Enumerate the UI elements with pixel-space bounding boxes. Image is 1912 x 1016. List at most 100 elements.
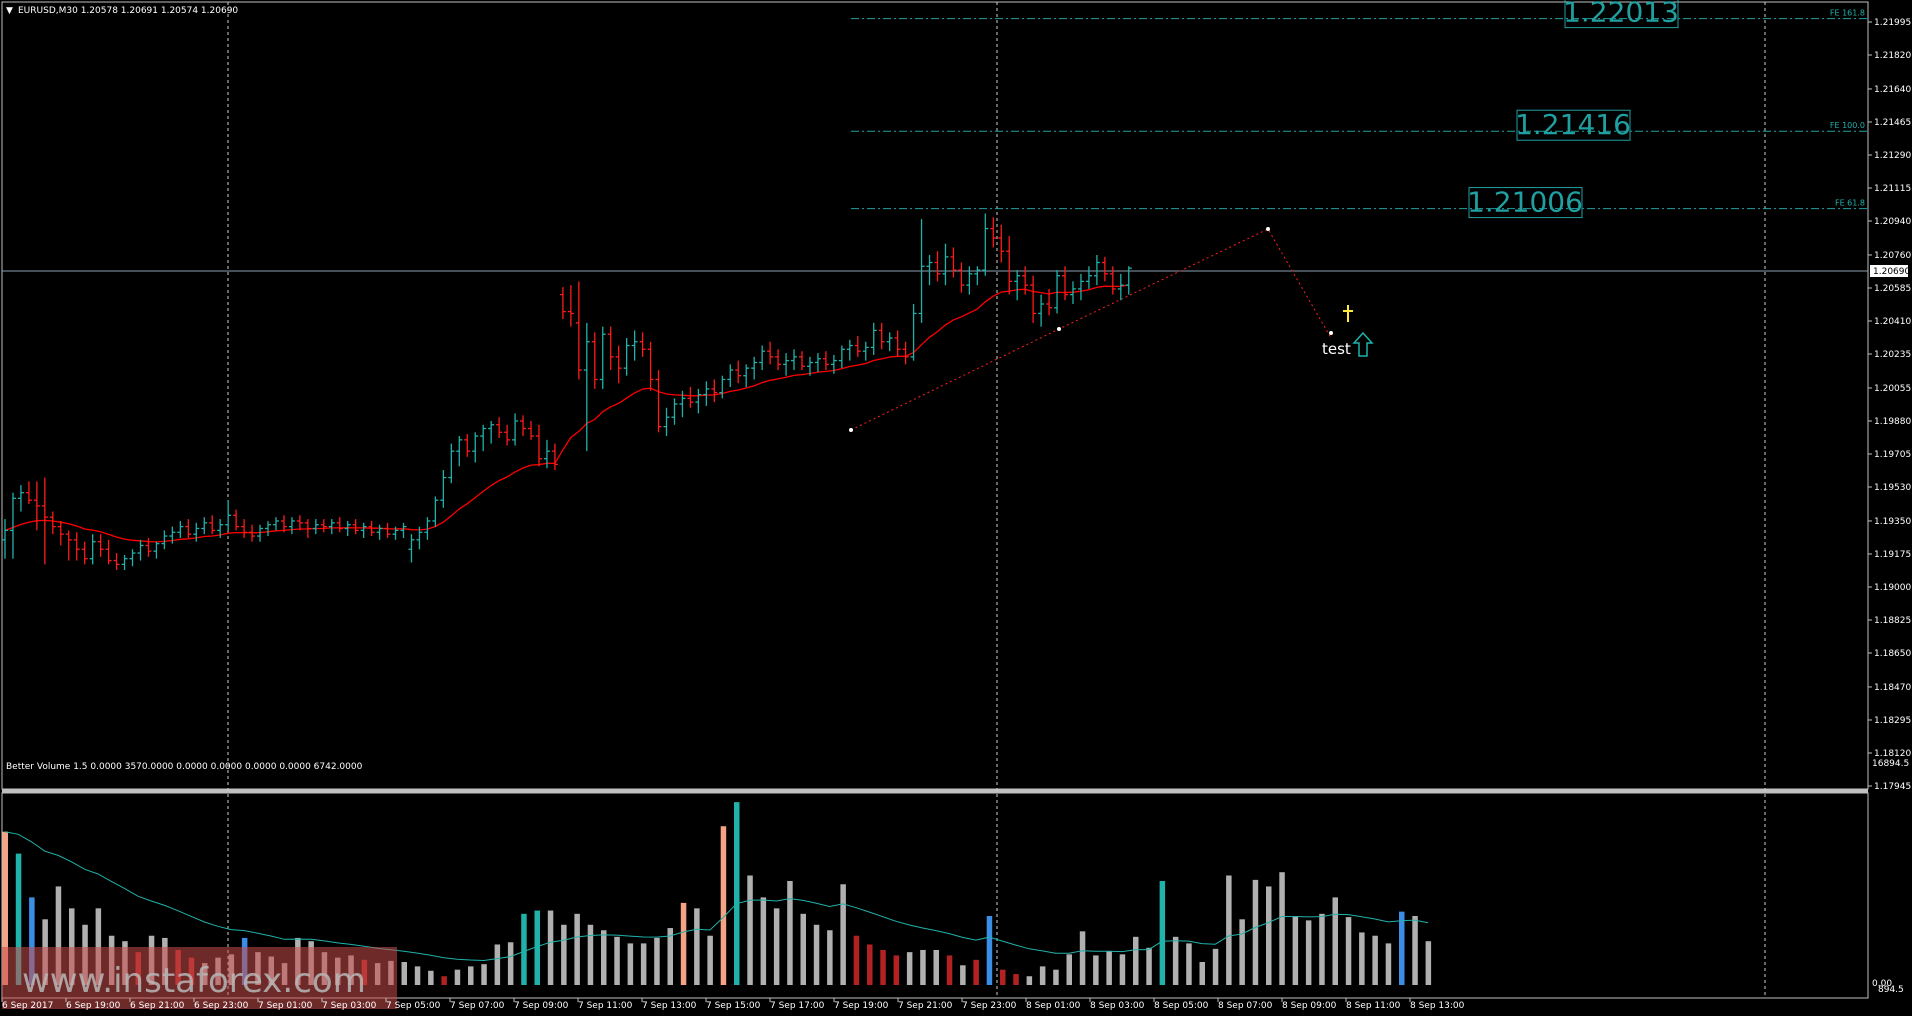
price-bar: [432, 496, 439, 527]
fibo-level-tag: FE 61.8: [1835, 199, 1865, 208]
price-bar: [472, 432, 479, 463]
fibo-expansion[interactable]: FE 161.8 1.22013 FE 100.0 1.21416 FE 61.8 1.2…: [851, 0, 1868, 219]
price-bar: [193, 522, 200, 542]
price-bar: [312, 519, 319, 535]
time-tick-label: 7 Sep 17:00: [770, 1001, 825, 1011]
price-bar: [647, 341, 654, 391]
price-bar: [990, 217, 997, 248]
price-bar: [288, 517, 295, 535]
time-tick-label: 6 Sep 19:00: [66, 1001, 121, 1011]
volume-bar: [640, 943, 647, 985]
volume-bar: [1226, 875, 1232, 985]
time-tick-label: 8 Sep 09:00: [1282, 1001, 1337, 1011]
price-tick-label: 1.17945: [1874, 782, 1911, 792]
price-bar: [822, 351, 829, 371]
price-bar: [344, 520, 351, 537]
volume-bar: [960, 965, 966, 985]
time-tick-label: 7 Sep 19:00: [834, 1001, 889, 1011]
volume-bar: [747, 875, 753, 985]
price-bar: [25, 481, 32, 504]
price-bar: [360, 522, 367, 538]
price-bar: [599, 326, 606, 389]
price-bar: [934, 251, 941, 282]
volume-bar: [1345, 917, 1352, 985]
price-bar: [328, 519, 335, 535]
price-bar: [528, 420, 535, 440]
price-tick-label: 1.18650: [1874, 649, 1911, 659]
volume-bar: [734, 802, 740, 985]
price-bar: [1054, 270, 1061, 314]
volume-bar: [853, 935, 860, 985]
price-bar: [1077, 273, 1084, 301]
price-tick-label: 1.19000: [1874, 583, 1911, 593]
volume-panel-frame: [1, 792, 1869, 999]
price-bar: [153, 541, 160, 559]
annotation-text[interactable]: test: [1322, 340, 1351, 358]
price-bar: [249, 524, 256, 542]
price-bar: [97, 534, 104, 557]
volume-axis-min-b: 894.5: [1878, 985, 1904, 995]
price-bar: [1038, 294, 1045, 327]
price-bar: [982, 213, 989, 276]
time-tick-label: 7 Sep 21:00: [898, 1001, 953, 1011]
price-bar: [105, 539, 112, 565]
volume-bar: [15, 853, 22, 985]
price-tick-label: 1.21820: [1874, 51, 1911, 61]
fibo-value-label: 1.21006: [1467, 186, 1583, 219]
volume-bar: [69, 908, 75, 985]
time-axis[interactable]: 6 Sep 2017 6 Sep 19:00 6 Sep 21:00 6 Sep 23…: [1, 998, 1465, 1011]
chart-header-triangle-icon[interactable]: ▼: [6, 6, 13, 16]
price-bar: [1046, 288, 1053, 316]
price-bar: [575, 281, 582, 380]
cross-marker-icon[interactable]: [1343, 305, 1353, 322]
price-bar: [384, 522, 391, 538]
price-bar: [65, 530, 72, 561]
price-bar: [1006, 236, 1013, 295]
price-tick-label: 1.20940: [1874, 217, 1911, 227]
price-bar: [679, 390, 686, 418]
price-bar: [966, 266, 973, 295]
price-bar: [2, 519, 8, 559]
volume-bar: [1359, 932, 1365, 985]
volume-bar: [680, 902, 687, 985]
price-bar: [33, 481, 40, 531]
price-tick-label: 1.21995: [1874, 18, 1911, 28]
volume-bar: [1412, 916, 1418, 985]
price-tick-label: 1.21290: [1874, 151, 1911, 161]
up-arrow-icon[interactable]: [1352, 331, 1374, 357]
volume-bar: [694, 908, 700, 985]
volume-bar: [867, 944, 873, 985]
volume-bar: [1172, 936, 1179, 985]
volume-bar: [1093, 955, 1099, 985]
price-bar: [910, 304, 917, 361]
volume-bar: [800, 913, 806, 985]
volume-axis-max: 16894.5: [1872, 759, 1909, 769]
price-bar: [520, 415, 527, 437]
wave-point: [1057, 327, 1061, 331]
price-tick-label: 1.19350: [1874, 517, 1911, 527]
price-bar: [1093, 254, 1100, 286]
volume-bar: [521, 913, 527, 985]
price-bar: [1109, 266, 1116, 295]
price-bar: [950, 247, 957, 278]
price-bar: [559, 287, 566, 320]
volume-bar: [561, 924, 567, 985]
time-tick-label: 6 Sep 23:00: [194, 1001, 249, 1011]
volume-bar: [973, 959, 979, 985]
price-bar: [711, 379, 718, 403]
volume-bar: [880, 949, 886, 985]
price-bar: [352, 519, 359, 535]
trend-lines[interactable]: [849, 227, 1333, 432]
price-bar: [496, 417, 503, 438]
volume-bar: [1119, 954, 1126, 985]
volume-bar: [1239, 919, 1245, 985]
price-bar: [1062, 266, 1069, 301]
volume-bar: [55, 886, 62, 985]
price-bar: [416, 526, 423, 550]
price-bar: [663, 407, 670, 437]
price-axis[interactable]: 1.21995 1.21820 1.21640 1.21465 1.21290 1.211…: [1868, 18, 1911, 792]
price-bar: [408, 534, 415, 563]
volume-bar: [1039, 966, 1046, 985]
price-bar: [1125, 266, 1132, 295]
